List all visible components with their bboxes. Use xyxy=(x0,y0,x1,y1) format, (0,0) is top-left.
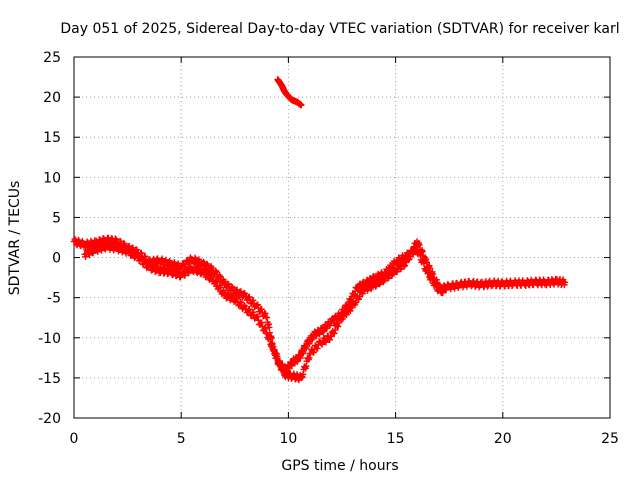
data-point-interp xyxy=(89,249,97,257)
data-point-interp xyxy=(401,262,408,269)
data-point-interp xyxy=(233,295,241,303)
data-point-interp xyxy=(241,302,248,310)
series-main xyxy=(70,234,569,376)
y-tick-label: 10 xyxy=(43,170,61,186)
data-point-interp xyxy=(334,323,342,330)
x-tick-label: 15 xyxy=(387,431,405,447)
data-point-interp xyxy=(254,313,261,320)
data-point-interp xyxy=(322,338,330,346)
data-point xyxy=(298,101,305,109)
data-point-interp xyxy=(212,267,219,274)
data-point-interp xyxy=(213,268,220,276)
data-point-interp xyxy=(204,260,211,268)
data-point-interp xyxy=(191,263,199,271)
x-tick-label: 5 xyxy=(177,431,186,447)
data-point-interp xyxy=(352,299,359,306)
data-point-interp xyxy=(384,275,392,282)
data-point-interp xyxy=(410,248,417,255)
data-point-interp xyxy=(331,326,339,334)
y-tick-label: 5 xyxy=(52,210,61,226)
y-tick-label: -15 xyxy=(38,371,61,387)
data-point-interp xyxy=(376,281,383,288)
data-point-interp xyxy=(133,251,140,258)
data-point-interp xyxy=(228,292,235,299)
chart-title: Day 051 of 2025, Sidereal Day-to-day VTE… xyxy=(60,21,619,37)
data-point-interp xyxy=(225,291,232,298)
data-point-interp xyxy=(229,284,236,291)
data-point-interp xyxy=(258,305,265,313)
data-point-interp xyxy=(388,272,395,279)
data-point-interp xyxy=(356,293,363,300)
data-point-interp xyxy=(406,255,413,263)
data-point-interp xyxy=(212,277,219,284)
data-point-interp xyxy=(204,271,212,278)
data-point-interp xyxy=(71,235,78,243)
data-point-interp xyxy=(213,278,220,286)
data-point-interp xyxy=(310,349,317,356)
x-axis-label: GPS time / hours xyxy=(281,458,398,474)
data-point-interp xyxy=(154,263,161,271)
grid-lines xyxy=(74,57,610,418)
data-point-interp xyxy=(249,308,257,316)
data-point-interp xyxy=(372,283,379,290)
y-tick-label: 20 xyxy=(43,90,61,106)
data-point-interp xyxy=(262,325,269,332)
data-point-interp xyxy=(200,266,207,274)
data-point-interp xyxy=(266,324,273,331)
data-point-interp xyxy=(200,258,207,266)
data-point-interp xyxy=(121,244,128,252)
data-point-interp xyxy=(200,259,208,267)
x-tick-label: 20 xyxy=(494,431,512,447)
data-point-interp xyxy=(246,293,253,301)
data-point xyxy=(439,289,446,297)
data-point-interp xyxy=(373,282,380,289)
data-point-interp xyxy=(117,243,124,250)
data-point-interp xyxy=(138,254,145,261)
y-tick-label: -20 xyxy=(38,411,61,427)
data-point-interp xyxy=(409,249,416,256)
data-point-interp xyxy=(347,307,354,315)
data-point-interp xyxy=(258,319,265,326)
data-point-interp xyxy=(262,329,270,337)
data-point-interp xyxy=(389,271,396,278)
data-point-interp xyxy=(331,330,338,337)
data-point-interp xyxy=(249,297,257,304)
x-tick-label: 0 xyxy=(70,431,79,447)
series-offset_band xyxy=(81,238,446,384)
y-tick-label: -10 xyxy=(38,331,61,347)
y-tick-label: -5 xyxy=(47,291,61,307)
data-point-interp xyxy=(228,283,235,290)
data-point-interp xyxy=(240,302,248,309)
data-point-interp xyxy=(254,301,261,308)
data-point-interp xyxy=(185,269,193,277)
y-tick-label: 15 xyxy=(43,130,61,146)
data-point-interp xyxy=(217,284,224,291)
data-point-interp xyxy=(314,345,321,352)
plot-frame xyxy=(73,56,611,419)
data-point xyxy=(561,279,569,286)
data-point-interp xyxy=(400,263,408,270)
y-tick-label: 25 xyxy=(43,50,61,66)
y-tick-label: 0 xyxy=(52,251,61,267)
data-point-interp xyxy=(217,273,224,280)
data-marks xyxy=(70,76,569,384)
series-isolated_segment xyxy=(274,76,305,109)
data-point-interp xyxy=(262,310,269,317)
y-axis-label: SDTVAR / TECUs xyxy=(7,181,23,296)
x-tick-label: 10 xyxy=(279,431,297,447)
data-point-interp xyxy=(326,336,333,343)
x-tick-label: 25 xyxy=(601,431,619,447)
data-point-interp xyxy=(246,305,253,313)
data-point-interp xyxy=(405,256,412,263)
data-point-interp xyxy=(142,257,149,265)
